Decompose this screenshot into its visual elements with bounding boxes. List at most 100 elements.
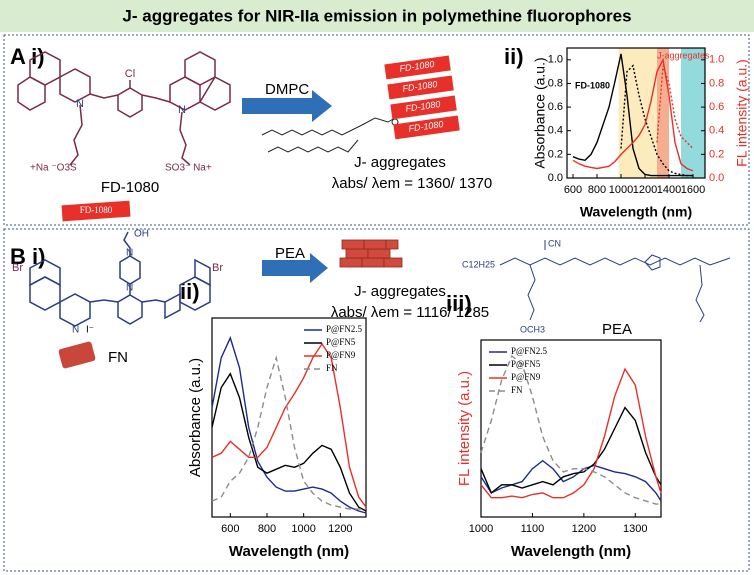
atom-label: I⁻ bbox=[86, 325, 94, 336]
atom-label: CN bbox=[548, 238, 561, 248]
panel-label: B i) bbox=[10, 244, 45, 269]
x-tick-label: 1000 bbox=[291, 523, 315, 535]
y-tick-label: 0.6 bbox=[548, 101, 563, 113]
plot-frame bbox=[480, 339, 662, 518]
y-label: FL intensity (a.u.) bbox=[456, 371, 473, 486]
atom-label: N bbox=[72, 325, 79, 336]
y2-tick-label: 0.0 bbox=[709, 172, 724, 184]
panel-label: ii) bbox=[504, 44, 524, 69]
product: J- aggregates bbox=[354, 154, 446, 171]
series-line bbox=[211, 355, 366, 510]
region bbox=[681, 48, 705, 178]
series-line bbox=[480, 406, 662, 495]
panel-label: ii) bbox=[180, 279, 200, 304]
x-tick-label: 600 bbox=[221, 523, 239, 535]
series-line bbox=[480, 367, 662, 499]
stack-label: FD-1080 bbox=[405, 99, 441, 114]
arrow bbox=[262, 253, 328, 283]
x-tick-label: 1300 bbox=[623, 523, 647, 535]
legend-label: P@FN5 bbox=[511, 359, 541, 369]
x-tick-label: 1200 bbox=[572, 523, 596, 535]
panel-b-frame bbox=[3, 228, 750, 572]
y-tick-label: 0.2 bbox=[548, 148, 563, 160]
atom-label: Br bbox=[212, 262, 223, 274]
reagent: PEA bbox=[275, 245, 305, 262]
legend-label: FN bbox=[511, 385, 523, 395]
series-label: FD-1080 bbox=[575, 80, 610, 90]
series-line bbox=[572, 57, 694, 172]
series-line bbox=[211, 372, 367, 512]
product: J- aggregates bbox=[354, 283, 446, 300]
atom-label: N bbox=[126, 248, 133, 259]
atom-label: OCH3 bbox=[520, 324, 545, 334]
molecule-name: FN bbox=[108, 349, 128, 366]
panel-label: iii) bbox=[446, 291, 472, 316]
stack-label: FD-1080 bbox=[399, 59, 435, 74]
wavelengths: λabs/ λem = 1360/ 1370 bbox=[332, 175, 493, 192]
atom-label: OH bbox=[134, 229, 149, 240]
y2-tick-label: 1.0 bbox=[709, 54, 724, 66]
x-tick-label: 800 bbox=[258, 523, 276, 535]
series-line bbox=[211, 342, 367, 508]
plot-frame bbox=[211, 317, 367, 518]
sticker-label: FD-1080 bbox=[80, 205, 113, 215]
stack-label: FD-1080 bbox=[402, 79, 438, 94]
series-line bbox=[620, 64, 693, 177]
atom-label: N bbox=[178, 104, 186, 116]
brick-stack bbox=[339, 239, 403, 268]
series-line bbox=[572, 53, 693, 177]
stack-label: FD-1080 bbox=[408, 119, 444, 134]
dmpc-structure bbox=[261, 114, 401, 153]
reagent: DMPC bbox=[265, 81, 309, 98]
legend-label: P@FN9 bbox=[511, 372, 541, 382]
x-tick-label: 800 bbox=[588, 184, 606, 196]
atom-label: Br bbox=[12, 262, 23, 274]
polymer-name: PEA bbox=[602, 321, 632, 338]
y-tick-label: 1.0 bbox=[548, 54, 563, 66]
x-tick-label: 1000 bbox=[469, 523, 493, 535]
series-label: J-aggregates bbox=[657, 50, 710, 60]
x-tick-label: 1000 bbox=[609, 184, 633, 196]
x-axis-label: Wavelength (nm) bbox=[229, 543, 349, 560]
x-tick-label: 1100 bbox=[521, 523, 545, 535]
y2-label: FL intensity (a.u.) bbox=[734, 59, 750, 167]
x-axis-label: Wavelength (nm) bbox=[580, 204, 692, 220]
series-line bbox=[211, 335, 367, 514]
fn-structure bbox=[29, 231, 211, 327]
x-tick-label: 1200 bbox=[633, 184, 657, 196]
legend-label: P@FN5 bbox=[326, 337, 356, 347]
molecule-name: FD-1080 bbox=[101, 179, 159, 196]
sticker: FD-1080 bbox=[61, 200, 131, 222]
x-tick-label: 1600 bbox=[681, 184, 705, 196]
atom-label: +Na ⁻O3S bbox=[30, 163, 77, 174]
panel-a-frame bbox=[3, 34, 750, 226]
x-tick-label: 1400 bbox=[657, 184, 681, 196]
y-tick-label: 0.8 bbox=[548, 77, 563, 89]
fd1080-structure bbox=[17, 51, 231, 166]
legend-label: P@FN9 bbox=[326, 350, 356, 360]
y-label: Absorbance (a.u.) bbox=[187, 358, 204, 477]
panel-label: A i) bbox=[10, 44, 45, 69]
arrow bbox=[242, 90, 332, 122]
atom-label: C12H25 bbox=[462, 259, 495, 269]
wavelengths: λabs/ λem = 1116/ 1285 bbox=[331, 304, 489, 321]
y2-tick-label: 0.2 bbox=[709, 148, 724, 160]
legend-label: FN bbox=[326, 363, 338, 373]
plot-frame bbox=[566, 47, 706, 179]
atom-label: N bbox=[76, 98, 84, 110]
pea-structure bbox=[499, 240, 731, 323]
aggregate-stack: FD-1080 FD-1080 FD-1080 FD-1080 bbox=[384, 55, 460, 140]
x-tick-label: 1200 bbox=[328, 523, 352, 535]
y2-tick-label: 0.8 bbox=[709, 77, 724, 89]
atom-label: Cl bbox=[125, 68, 135, 80]
y2-tick-label: 0.4 bbox=[709, 125, 724, 137]
legend-label: P@FN2.5 bbox=[326, 324, 363, 334]
x-axis-label: Wavelength (nm) bbox=[511, 543, 631, 560]
figure-title: J- aggregates for NIR-IIa emission in po… bbox=[122, 6, 631, 25]
series-line bbox=[656, 65, 694, 149]
region bbox=[618, 48, 657, 178]
y-label: Absorbance (a.u.) bbox=[532, 57, 548, 168]
y2-tick-label: 0.6 bbox=[709, 101, 724, 113]
title-bar bbox=[0, 0, 754, 32]
